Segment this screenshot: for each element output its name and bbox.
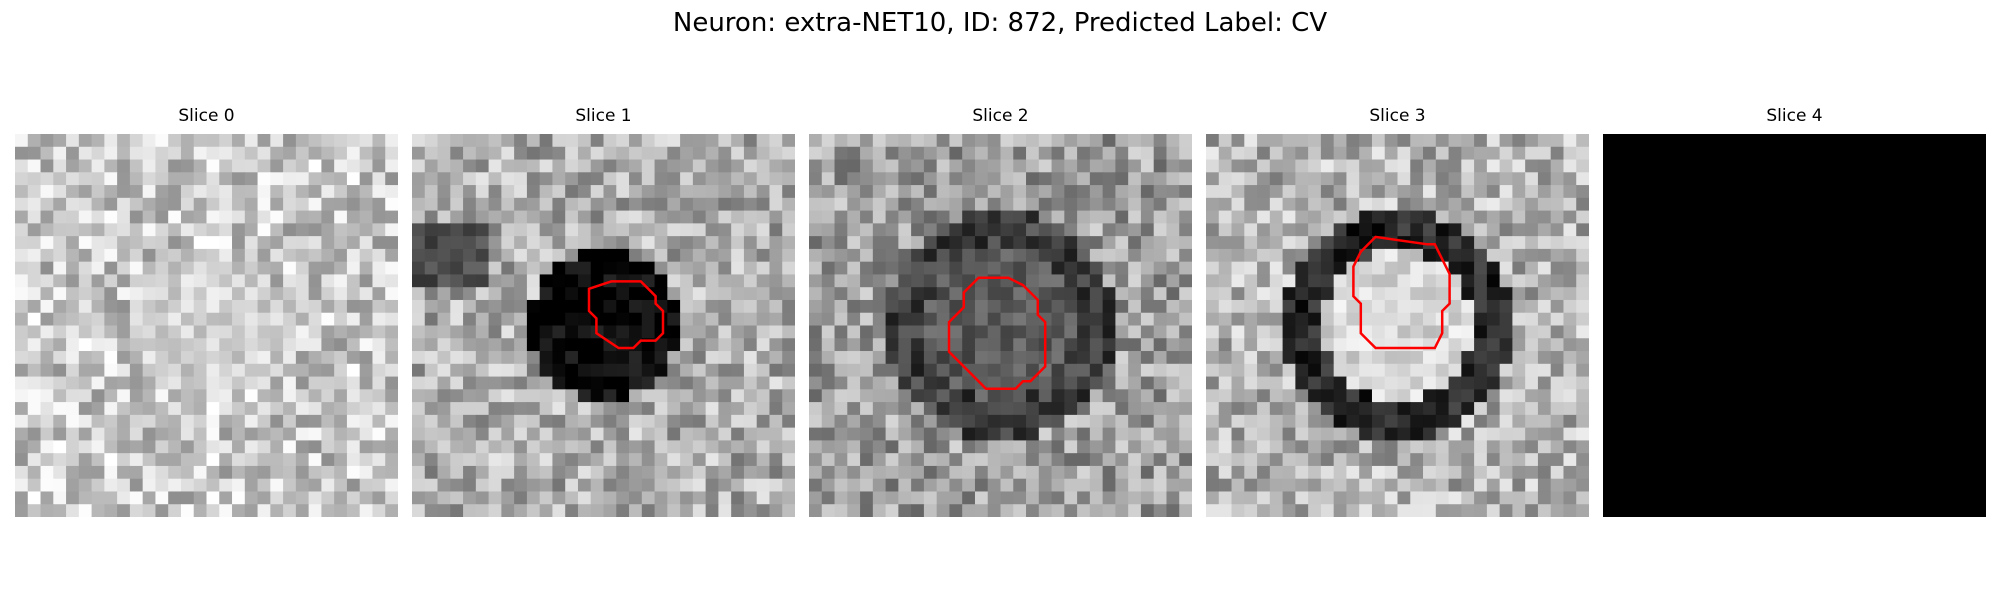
pixel-grid <box>412 134 795 517</box>
slice-image <box>412 134 795 517</box>
roi-contour <box>947 276 1047 390</box>
blank-slice-fill <box>1603 134 1986 517</box>
slice-title: Slice 4 <box>1766 106 1823 126</box>
roi-contour <box>1352 235 1451 350</box>
slice-image <box>809 134 1192 517</box>
pixel-grid <box>1206 134 1589 517</box>
pixel-grid <box>809 134 1192 517</box>
slice-image <box>1603 134 1986 517</box>
slice-title: Slice 3 <box>1369 106 1426 126</box>
figure-title: Neuron: extra-NET10, ID: 872, Predicted … <box>672 8 1328 38</box>
slice-title: Slice 1 <box>575 106 632 126</box>
pixel-grid <box>15 134 398 517</box>
roi-contour <box>587 280 665 350</box>
slice-image <box>1206 134 1589 517</box>
slice-title: Slice 2 <box>972 106 1029 126</box>
slice-image <box>15 134 398 517</box>
slice-title: Slice 0 <box>178 106 235 126</box>
